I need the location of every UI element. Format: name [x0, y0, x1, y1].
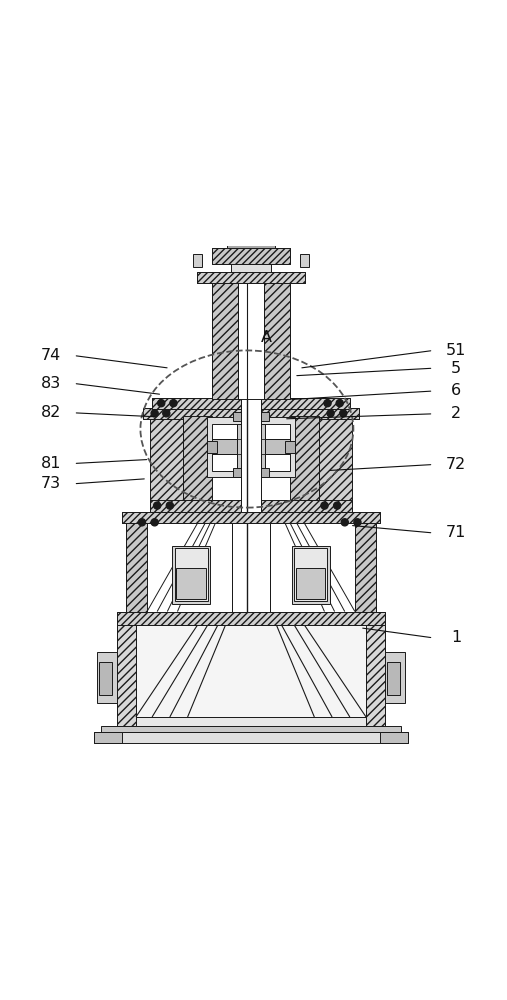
Circle shape: [158, 400, 165, 407]
Bar: [136, 625, 366, 717]
Bar: [117, 612, 385, 625]
Bar: [175, 548, 208, 601]
Bar: [101, 726, 401, 732]
Circle shape: [324, 400, 331, 407]
Bar: [387, 662, 400, 695]
Bar: [183, 416, 319, 500]
Circle shape: [334, 502, 341, 509]
Bar: [94, 732, 408, 743]
Bar: [212, 424, 290, 471]
Text: 51: 51: [446, 343, 466, 358]
Bar: [117, 612, 385, 625]
Circle shape: [340, 410, 347, 417]
Bar: [117, 625, 136, 726]
Circle shape: [138, 519, 146, 526]
Bar: [212, 282, 238, 399]
Bar: [152, 398, 350, 409]
Bar: [207, 441, 217, 453]
Bar: [117, 625, 385, 726]
Text: 82: 82: [41, 405, 61, 420]
Bar: [97, 652, 117, 703]
Bar: [264, 282, 290, 399]
Bar: [366, 625, 385, 726]
Circle shape: [354, 519, 361, 526]
Text: 81: 81: [41, 456, 61, 471]
Text: 5: 5: [451, 361, 461, 376]
Circle shape: [336, 400, 343, 407]
Bar: [183, 416, 212, 500]
Bar: [193, 254, 202, 267]
Text: A: A: [261, 330, 272, 345]
Bar: [385, 652, 405, 703]
Bar: [294, 548, 327, 601]
Text: 71: 71: [446, 525, 466, 540]
Text: 83: 83: [41, 376, 61, 391]
Bar: [212, 248, 290, 264]
Bar: [233, 412, 269, 421]
Bar: [122, 512, 380, 523]
Circle shape: [341, 519, 348, 526]
Text: 72: 72: [446, 457, 466, 472]
Bar: [150, 416, 183, 500]
Circle shape: [166, 502, 173, 509]
Bar: [233, 468, 269, 477]
Bar: [237, 424, 265, 471]
Circle shape: [151, 410, 158, 417]
Text: 6: 6: [451, 383, 461, 398]
Bar: [296, 568, 325, 599]
Bar: [197, 272, 305, 283]
Bar: [150, 499, 352, 512]
Text: 1: 1: [451, 630, 461, 645]
Bar: [94, 732, 122, 743]
Bar: [380, 732, 408, 743]
Bar: [300, 254, 309, 267]
Bar: [238, 282, 264, 399]
Bar: [172, 546, 210, 604]
Bar: [231, 264, 271, 272]
Circle shape: [321, 502, 328, 509]
Bar: [126, 523, 376, 612]
Bar: [241, 398, 261, 512]
Bar: [143, 408, 359, 419]
Bar: [227, 242, 275, 248]
Circle shape: [151, 519, 158, 526]
Bar: [143, 408, 359, 419]
Circle shape: [170, 400, 177, 407]
Bar: [212, 248, 290, 264]
Bar: [126, 523, 147, 612]
Bar: [285, 441, 295, 453]
Circle shape: [327, 410, 334, 417]
Bar: [99, 662, 112, 695]
Bar: [122, 512, 380, 523]
Circle shape: [163, 410, 170, 417]
Bar: [290, 416, 319, 500]
Bar: [136, 717, 366, 726]
Bar: [197, 272, 305, 283]
Bar: [176, 568, 206, 599]
Text: 73: 73: [41, 476, 61, 491]
Bar: [150, 499, 352, 512]
Bar: [355, 523, 376, 612]
Circle shape: [154, 502, 161, 509]
Text: 74: 74: [41, 348, 61, 363]
Bar: [152, 398, 350, 409]
Bar: [232, 523, 270, 612]
Bar: [207, 417, 295, 477]
Bar: [292, 546, 330, 604]
Bar: [212, 439, 290, 454]
Text: 2: 2: [451, 406, 461, 421]
Bar: [319, 416, 352, 500]
